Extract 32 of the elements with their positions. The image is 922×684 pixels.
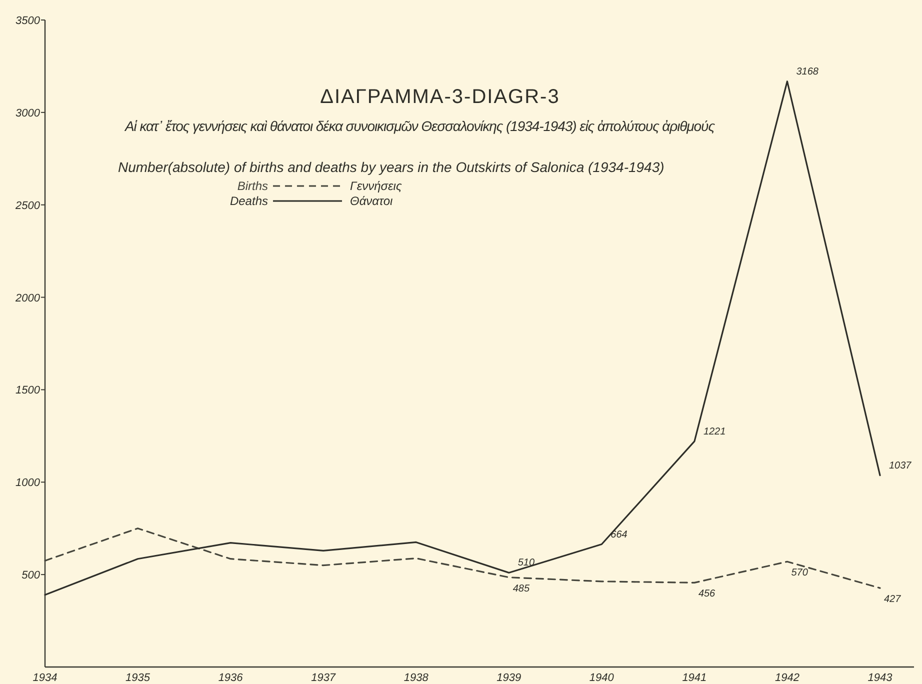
y-tick-label: 1500 (16, 384, 41, 397)
x-tick-label: 1939 (496, 672, 522, 684)
y-tick-label: 3500 (16, 15, 41, 27)
data-label: 427 (884, 594, 902, 606)
text: Αἱ κατ᾽ ἔτος γεννήσεις καὶ θάνατοι δέκα συνοικισμῶν Θεσσαλονίκης (1934-1943) εἰς ἀπολύτους ἀριθμούς (124, 118, 716, 134)
annotation: Γεννήσεις (350, 179, 402, 193)
data-label: 1037 (889, 460, 912, 472)
text: ΔΙΑΓΡΑΜΜΑ-3-DIAGR-3 (320, 86, 560, 108)
data-label: 510 (518, 558, 536, 569)
x-tick-label: 1937 (311, 672, 336, 684)
x-tick-label: 1941 (682, 672, 707, 684)
y-tick-label: 1000 (16, 477, 41, 490)
y-tick-label: 2000 (14, 292, 41, 304)
text: Deaths (230, 194, 268, 208)
x-tick-label: 1943 (868, 672, 894, 684)
y-tick-label: 2500 (14, 200, 41, 212)
x-tick-label: 1935 (126, 672, 151, 684)
y-tick-label: 3000 (16, 107, 41, 120)
x-tick-label: 1940 (589, 672, 615, 684)
text: Births (237, 179, 268, 193)
x-tick-label: 1934 (32, 672, 58, 684)
data-label: 456 (698, 588, 716, 600)
annotation: Θάνατοι (350, 194, 394, 208)
x-tick-label: 1938 (404, 672, 430, 684)
data-label: 485 (512, 583, 530, 594)
x-tick-label: 1942 (774, 672, 800, 684)
y-tick-label: 500 (22, 570, 41, 582)
annotation: Number(absolute) of births and deaths by years in the Outskirts of Salonica (1934-1943) (118, 159, 664, 175)
data-label: 570 (791, 568, 808, 579)
data-label: 1221 (703, 426, 726, 438)
x-tick-label: 1936 (218, 672, 244, 684)
data-label: 3168 (796, 66, 819, 78)
